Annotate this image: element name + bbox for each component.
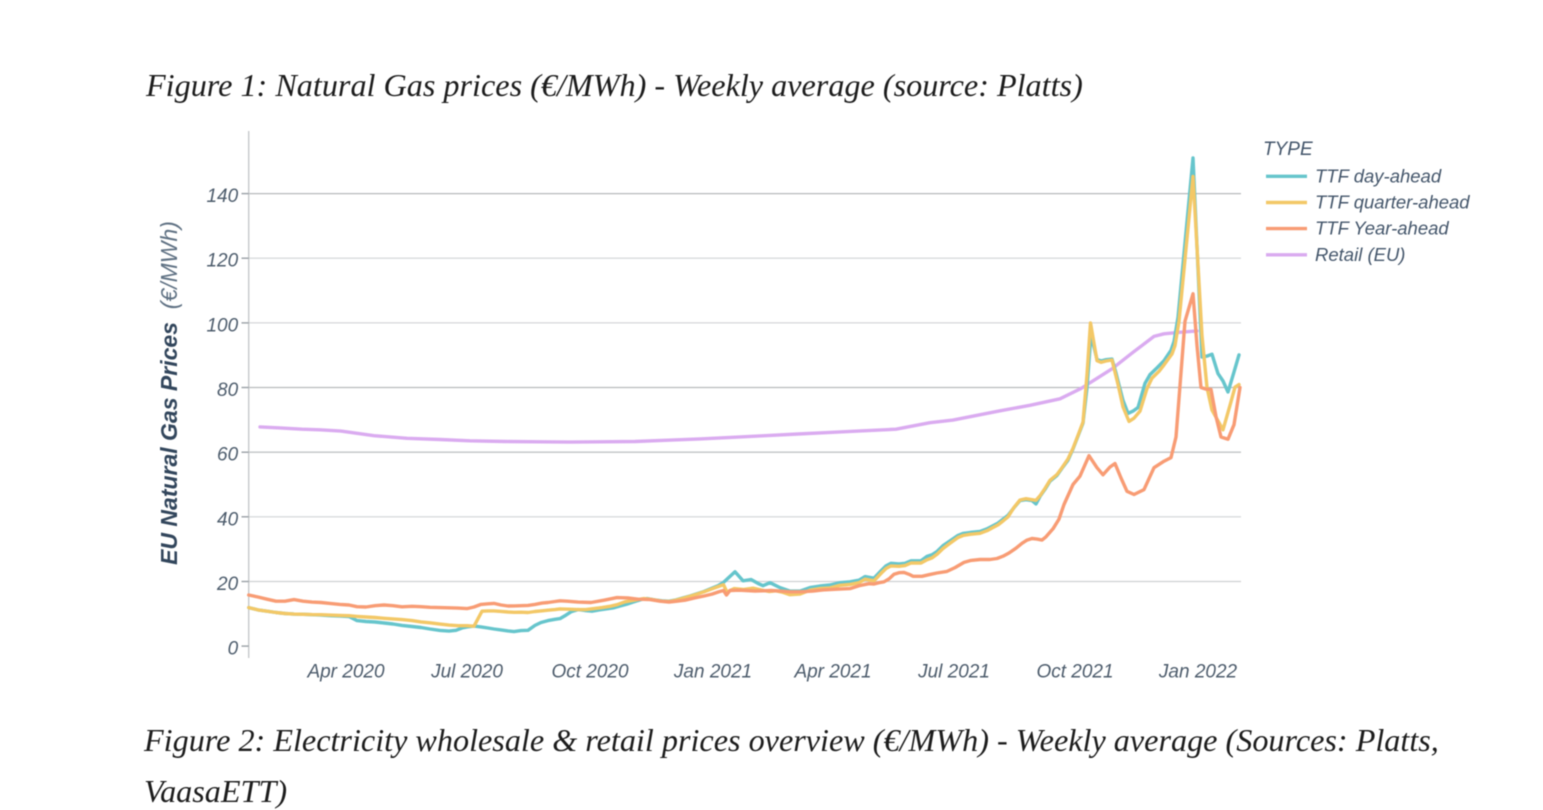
svg-text:Oct 2020: Oct 2020	[551, 662, 629, 683]
svg-text:100: 100	[206, 315, 238, 336]
svg-text:Jul 2020: Jul 2020	[430, 662, 503, 683]
svg-text:120: 120	[206, 251, 238, 272]
svg-text:40: 40	[217, 509, 239, 530]
svg-text:Jul 2021: Jul 2021	[917, 662, 990, 683]
svg-text:Oct 2021: Oct 2021	[1036, 662, 1113, 683]
svg-text:TTF Year-ahead: TTF Year-ahead	[1315, 218, 1449, 239]
svg-text:Apr 2021: Apr 2021	[793, 662, 871, 683]
svg-text:Jan 2022: Jan 2022	[1158, 662, 1238, 683]
svg-text:140: 140	[206, 186, 238, 207]
svg-text:TYPE: TYPE	[1263, 139, 1313, 160]
svg-text:80: 80	[217, 380, 239, 401]
svg-text:60: 60	[217, 445, 239, 466]
svg-text:Retail (EU): Retail (EU)	[1315, 244, 1405, 265]
svg-text:0: 0	[228, 639, 239, 660]
svg-text:Apr 2020: Apr 2020	[306, 662, 385, 683]
svg-text:TTF quarter-ahead: TTF quarter-ahead	[1315, 192, 1470, 213]
svg-text:EU Natural Gas Prices (€/MWh): EU Natural Gas Prices (€/MWh)	[156, 221, 182, 565]
svg-text:Jan 2021: Jan 2021	[673, 662, 752, 683]
svg-text:20: 20	[216, 574, 239, 595]
svg-text:TTF day-ahead: TTF day-ahead	[1315, 165, 1442, 186]
